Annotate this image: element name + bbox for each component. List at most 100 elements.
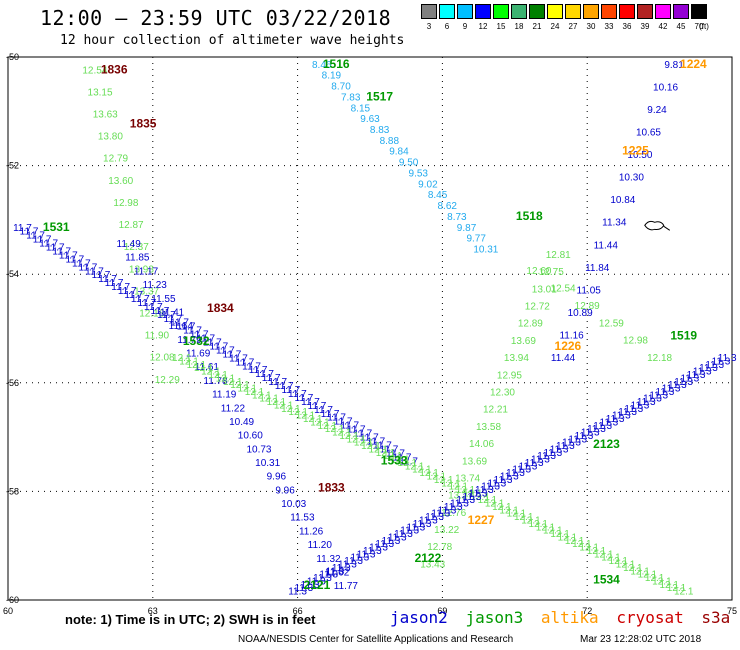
- wave-height-value: 11.7: [367, 436, 386, 447]
- wave-height-value: 12.1: [187, 360, 207, 371]
- wave-height-value: 12.1: [478, 495, 498, 506]
- wave-height-value: 11.84: [585, 263, 610, 274]
- wave-height-value: 11.7: [249, 365, 268, 376]
- wave-height-value: 11.7: [301, 397, 320, 408]
- wave-height-value: 9.81: [664, 60, 684, 71]
- sat-jason2: jason2: [390, 608, 448, 627]
- pass-time-label: 1226: [555, 339, 582, 353]
- wave-height-value: 8.45: [428, 190, 448, 201]
- page-title: 12:00 – 23:59 UTC 03/22/2018: [40, 6, 392, 30]
- wave-height-value: 12.1: [332, 428, 352, 439]
- legend-label: 45: [676, 22, 686, 31]
- wave-height-value: 11.49: [117, 239, 142, 250]
- wave-height-value: 11.7: [223, 349, 242, 360]
- legend-swatch: [529, 4, 545, 19]
- legend-swatch: [565, 4, 581, 19]
- wave-height-value: 12.29: [155, 375, 180, 386]
- pass-time-label: 1836: [101, 62, 128, 76]
- legend-swatch: [691, 4, 707, 19]
- wave-height-value: 12.72: [525, 301, 550, 312]
- island-outline: [644, 220, 671, 231]
- wave-height-value: 11.7: [380, 444, 399, 455]
- wave-height-value: 11.7: [46, 243, 65, 254]
- wave-height-value: 11.3: [680, 373, 699, 384]
- wave-height-value: 12.18: [647, 353, 672, 364]
- wave-height-value: 12.1: [667, 583, 687, 594]
- wave-height-value: 12.81: [546, 250, 571, 261]
- wave-height-value: 11.7: [118, 286, 137, 297]
- pass-time-label: 1227: [468, 513, 495, 527]
- wave-height-value: 12.78: [427, 542, 452, 553]
- wave-height-value: 12.1: [252, 390, 272, 401]
- wave-height-value: 12.1: [274, 400, 294, 411]
- wave-height-value: 11.7: [334, 417, 353, 428]
- wave-height-value: 11.3: [718, 353, 737, 364]
- wave-height-value: 12.1: [201, 367, 221, 378]
- pass-time-label: 1518: [516, 209, 543, 223]
- wave-height-value: 13.01: [532, 284, 557, 295]
- lat-tick-label: -56: [6, 378, 19, 388]
- lon-tick-label: 60: [3, 606, 13, 616]
- wave-height-value: 11.3: [705, 360, 724, 371]
- legend-label: 21: [532, 22, 542, 31]
- wave-height-value: 10.65: [636, 128, 661, 139]
- wave-height-value: 11.3: [463, 492, 482, 503]
- wave-height-value: 11.17: [134, 266, 159, 277]
- wave-height-value: 12.21: [483, 405, 508, 416]
- wave-height-value: 12.1: [659, 580, 679, 591]
- wave-height-value: 10.49: [229, 417, 254, 428]
- legend-swatch: [601, 4, 617, 19]
- wave-height-value: 11.3: [313, 573, 332, 584]
- wave-height-value: 12.59: [599, 318, 624, 329]
- wave-height-value: 12.1: [361, 441, 381, 452]
- wave-height-value: 12.1: [499, 505, 519, 516]
- wave-height-value: 11.7: [13, 223, 32, 234]
- wave-height-value: 11.7: [170, 318, 189, 329]
- pass-time-label: 2123: [593, 437, 620, 451]
- wave-height-value: 11.7: [209, 341, 228, 352]
- wave-height-value: 12.1: [565, 536, 585, 547]
- wave-height-value: 8.46: [312, 60, 332, 71]
- wave-height-value: 11.7: [288, 389, 307, 400]
- legend-swatch: [439, 4, 455, 19]
- wave-height-value: 11.3: [375, 539, 394, 550]
- wave-height-value: 11.22: [221, 403, 246, 414]
- legend-unit: (ft): [699, 22, 709, 31]
- wave-height-value: 11.3: [656, 387, 675, 398]
- wave-height-value: 13.27: [448, 491, 473, 502]
- wave-height-value: 11.7: [151, 306, 170, 317]
- wave-height-value: 9.96: [267, 472, 287, 483]
- wave-height-value: 8.73: [447, 212, 467, 223]
- wave-height-value: 9.63: [360, 114, 380, 125]
- wave-height-value: 12.1: [223, 377, 243, 388]
- legend-label: 24: [550, 22, 560, 31]
- wave-height-value: 11.62: [325, 567, 350, 578]
- legend-label: 3: [426, 22, 432, 31]
- wave-height-value: 12.95: [497, 370, 522, 381]
- legend-swatch: [511, 4, 527, 19]
- legend-label: 30: [586, 22, 596, 31]
- wave-height-value: 11.7: [275, 381, 294, 392]
- wave-height-value: 11.3: [288, 587, 307, 598]
- wave-height-value: 11.3: [369, 543, 388, 554]
- wave-height-value: 12.1: [376, 448, 396, 459]
- wave-height-value: 11.79: [177, 335, 202, 346]
- wave-height-value: 12.1: [579, 543, 599, 554]
- wave-height-value: 8.19: [322, 71, 342, 82]
- wave-height-value: 11.7: [386, 448, 405, 459]
- wave-height-value: 11.7: [20, 227, 39, 238]
- wave-height-value: 11.7: [164, 314, 183, 325]
- pass-time-label: 1833: [318, 480, 345, 494]
- wave-height-value: 11.3: [407, 522, 426, 533]
- wave-height-value: 11.19: [212, 390, 237, 401]
- wave-height-value: 12.89: [575, 301, 600, 312]
- wave-height-value: 8.62: [437, 201, 457, 212]
- wave-height-value: 12.1: [281, 404, 301, 415]
- wave-height-value: 11.3: [550, 444, 569, 455]
- wave-height-value: 11.7: [347, 425, 366, 436]
- wave-height-value: 13.37: [134, 286, 159, 297]
- wave-height-value: 11.7: [353, 429, 372, 440]
- wave-height-value: 11.3: [624, 404, 643, 415]
- wave-height-value: 12.79: [103, 154, 128, 165]
- wave-height-value: 11.3: [431, 509, 450, 520]
